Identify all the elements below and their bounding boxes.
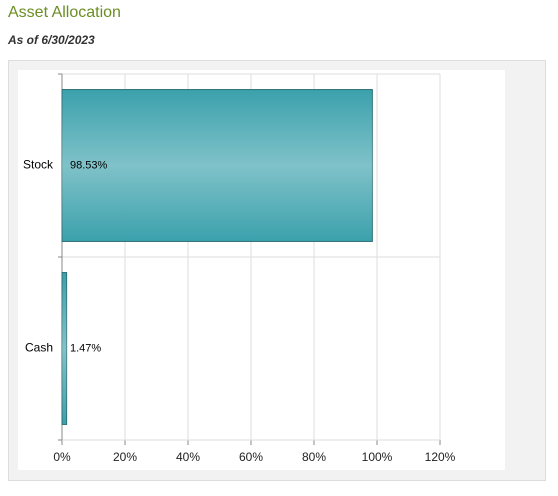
x-tick-label: 100% <box>362 450 393 464</box>
x-tick-label: 60% <box>239 450 263 464</box>
y-tick-label: Stock <box>23 158 54 172</box>
value-label: 1.47% <box>70 342 101 354</box>
x-tick-label: 80% <box>302 450 326 464</box>
chart-subtitle: As of 6/30/2023 <box>7 33 95 47</box>
y-tick-label: Cash <box>25 341 53 355</box>
x-tick-label: 20% <box>113 450 137 464</box>
chart-title: Asset Allocation <box>8 4 121 21</box>
x-tick-label: 0% <box>53 450 71 464</box>
x-tick-label: 40% <box>176 450 200 464</box>
x-tick-label: 120% <box>425 450 456 464</box>
bar-shine <box>62 272 67 425</box>
value-label: 98.53% <box>70 159 108 171</box>
bar-shine <box>62 89 373 242</box>
